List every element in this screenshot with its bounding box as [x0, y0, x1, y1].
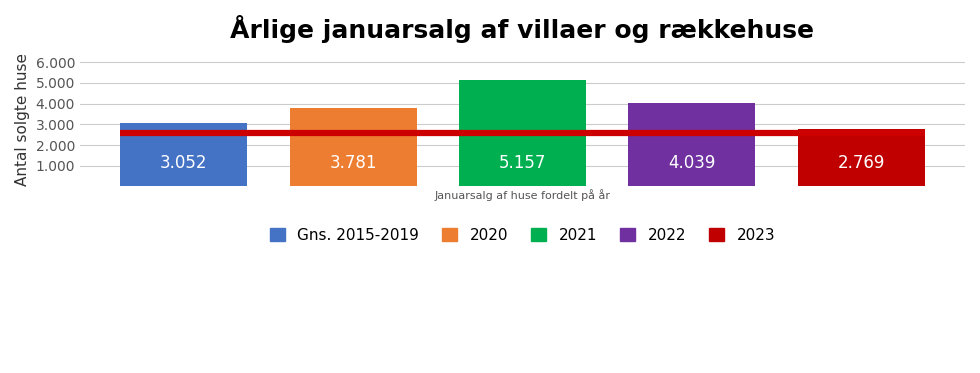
Bar [628, 103, 756, 186]
Text: 3.781: 3.781 [329, 154, 377, 172]
Bar [459, 80, 586, 186]
Text: 5.157: 5.157 [499, 154, 546, 172]
Legend: Gns. 2015-2019, 2020, 2021, 2022, 2023: Gns. 2015-2019, 2020, 2021, 2022, 2023 [264, 222, 781, 249]
Text: 3.052: 3.052 [160, 154, 208, 172]
Bar [121, 123, 247, 186]
Y-axis label: Antal solgte huse: Antal solgte huse [15, 53, 30, 186]
Title: Årlige januarsalg af villaer og rækkehuse: Årlige januarsalg af villaer og rækkehus… [230, 15, 814, 43]
Bar [798, 129, 925, 186]
X-axis label: Januarsalg af huse fordelt på år: Januarsalg af huse fordelt på år [434, 189, 611, 201]
Bar [289, 108, 416, 186]
Text: 4.039: 4.039 [668, 154, 715, 172]
Text: 2.769: 2.769 [838, 154, 885, 172]
